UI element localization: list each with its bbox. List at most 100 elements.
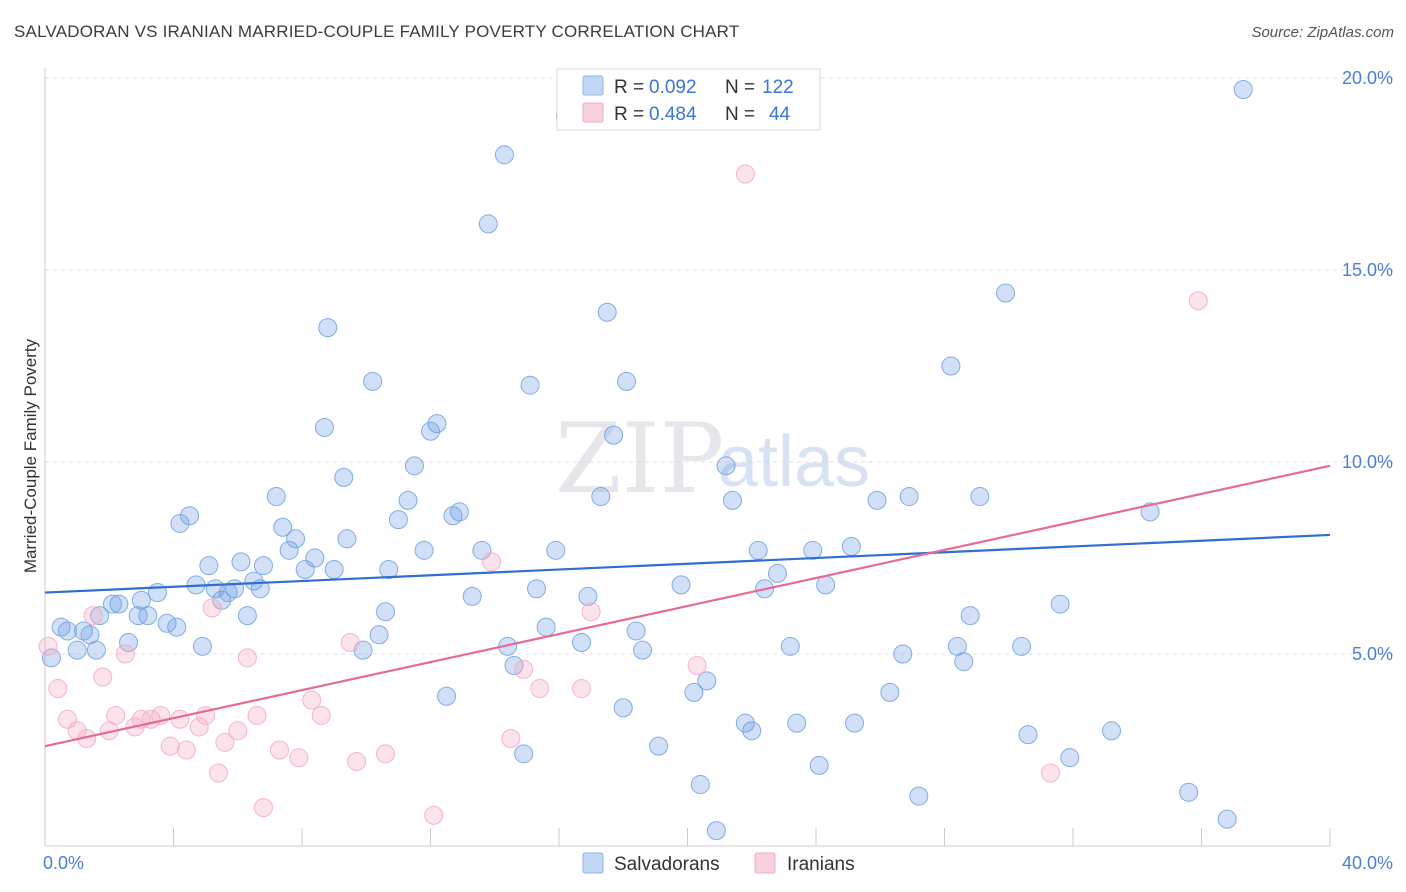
- point-iranians: [289, 748, 309, 768]
- point-salvadorans: [157, 613, 177, 633]
- point-salvadorans: [250, 579, 270, 599]
- point-salvadorans: [514, 744, 534, 764]
- point-iranians: [106, 705, 126, 725]
- point-iranians: [687, 656, 707, 676]
- point-salvadorans: [960, 606, 980, 626]
- point-iranians: [424, 805, 444, 825]
- point-iranians: [347, 752, 367, 772]
- point-salvadorans: [816, 575, 836, 595]
- point-salvadorans: [527, 579, 547, 599]
- point-salvadorans: [102, 594, 122, 614]
- point-salvadorans: [742, 721, 762, 741]
- y-axis-title: Married-Couple Family Poverty: [21, 338, 40, 573]
- point-salvadorans: [318, 318, 338, 338]
- y-tick-label: 20.0%: [1342, 68, 1393, 88]
- point-salvadorans: [225, 579, 245, 599]
- point-salvadorans: [421, 421, 440, 441]
- point-salvadorans: [449, 502, 469, 522]
- point-iranians: [1041, 763, 1061, 783]
- point-salvadorans: [324, 560, 344, 580]
- legend-r-value-salvadorans: 0.092: [649, 77, 697, 98]
- point-iranians: [1188, 291, 1208, 311]
- point-salvadorans: [546, 540, 566, 560]
- legend-swatch-iranians: [582, 102, 604, 123]
- point-salvadorans: [334, 467, 354, 487]
- point-salvadorans: [57, 621, 77, 641]
- x-tick-label-max: 40.0%: [1342, 853, 1393, 873]
- point-salvadorans: [1102, 721, 1122, 741]
- point-salvadorans: [604, 425, 624, 445]
- point-salvadorans: [909, 786, 929, 806]
- point-salvadorans: [67, 640, 87, 660]
- point-iranians: [237, 648, 257, 668]
- legend-r-label-salvadorans: R =: [614, 77, 644, 98]
- series-legend: Salvadorans Iranians: [582, 852, 855, 875]
- point-iranians: [571, 679, 591, 699]
- correlation-legend: R = 0.092 N = 122 R = 0.484 N = 44: [556, 68, 821, 131]
- point-iranians: [302, 690, 322, 710]
- point-salvadorans: [109, 594, 129, 614]
- point-salvadorans: [633, 640, 653, 660]
- point-salvadorans: [597, 302, 617, 322]
- point-salvadorans: [706, 821, 726, 841]
- point-salvadorans: [803, 540, 823, 560]
- point-salvadorans: [722, 490, 742, 510]
- legend-n-value-salvadorans: 122: [762, 77, 794, 98]
- series-legend-swatch-salvadorans: [582, 852, 604, 874]
- tick-labels: 5.0% 10.0% 15.0% 20.0% 0.0% 40.0%: [43, 68, 1393, 873]
- point-salvadorans: [363, 371, 383, 391]
- point-iranians: [270, 740, 290, 760]
- trend-line-iranians: [44, 464, 1331, 748]
- point-salvadorans: [314, 417, 334, 437]
- point-salvadorans: [954, 652, 974, 672]
- point-salvadorans: [167, 617, 187, 637]
- legend-n-label-salvadorans: N =: [725, 77, 755, 98]
- point-salvadorans: [404, 456, 424, 476]
- point-salvadorans: [845, 713, 865, 733]
- series-legend-label-salvadorans: Salvadorans: [614, 854, 720, 875]
- y-tick-label: 15.0%: [1342, 260, 1393, 280]
- point-salvadorans: [626, 621, 646, 641]
- point-salvadorans: [780, 636, 800, 656]
- point-salvadorans: [128, 606, 148, 626]
- legend-r-value-iranians: 0.484: [649, 104, 697, 125]
- watermark: ZIP atlas: [555, 403, 870, 515]
- point-salvadorans: [571, 632, 591, 652]
- point-salvadorans: [266, 487, 286, 507]
- point-iranians: [189, 717, 209, 737]
- point-salvadorans: [462, 586, 482, 606]
- point-salvadorans: [520, 375, 540, 395]
- x-tick-label-min: 0.0%: [43, 853, 84, 873]
- point-salvadorans: [138, 606, 158, 626]
- point-salvadorans: [279, 540, 299, 560]
- watermark-atlas: atlas: [718, 422, 870, 502]
- point-iranians: [376, 744, 396, 764]
- point-salvadorans: [376, 602, 396, 622]
- point-salvadorans: [369, 625, 389, 645]
- series-legend-swatch-iranians: [754, 852, 776, 874]
- point-salvadorans: [199, 556, 219, 576]
- point-salvadorans: [893, 644, 913, 664]
- point-salvadorans: [899, 487, 919, 507]
- point-salvadorans: [494, 145, 514, 165]
- point-salvadorans: [427, 414, 447, 434]
- point-iranians: [228, 721, 248, 741]
- point-salvadorans: [388, 510, 408, 530]
- point-salvadorans: [237, 606, 257, 626]
- point-iranians: [48, 679, 68, 699]
- point-iranians: [340, 632, 360, 652]
- point-salvadorans: [414, 540, 434, 560]
- point-iranians: [170, 709, 190, 729]
- point-salvadorans: [231, 552, 251, 572]
- axes: [44, 68, 1331, 847]
- point-salvadorans: [504, 656, 524, 676]
- legend-n-label-iranians: N =: [725, 104, 755, 125]
- point-salvadorans: [684, 682, 704, 702]
- data-points: [38, 80, 1253, 841]
- point-salvadorans: [536, 617, 556, 637]
- point-salvadorans: [591, 487, 611, 507]
- point-iranians: [501, 728, 521, 748]
- point-iranians: [176, 740, 196, 760]
- point-salvadorans: [1012, 636, 1032, 656]
- chart-title: SALVADORAN VS IRANIAN MARRIED-COUPLE FAM…: [14, 22, 740, 41]
